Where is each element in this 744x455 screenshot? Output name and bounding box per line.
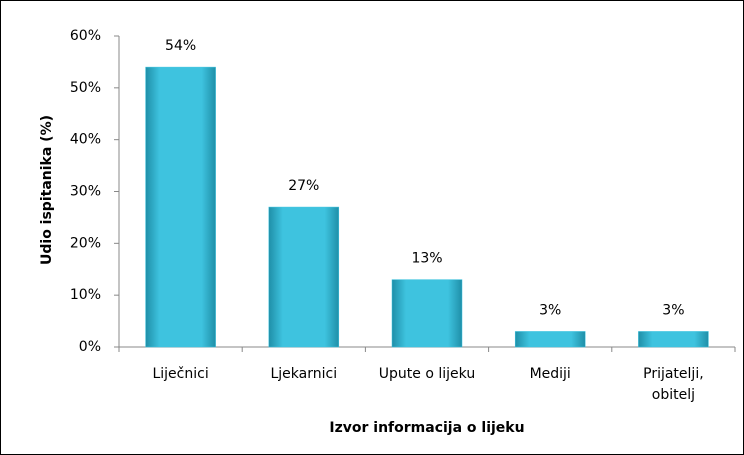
data-label: 54% (165, 38, 196, 54)
x-axis-title: Izvor informacija o lijeku (329, 420, 524, 436)
y-tick-label: 10% (70, 287, 101, 303)
bar (145, 66, 216, 348)
y-tick-label: 0% (79, 339, 101, 355)
bar (638, 331, 709, 348)
bar (268, 206, 340, 348)
x-tick-label: Liječnici (152, 366, 208, 382)
bar (391, 279, 463, 348)
y-tick-label: 20% (70, 235, 101, 251)
x-tick-label: Prijatelji, obitelj (643, 366, 704, 403)
data-label: 13% (411, 251, 442, 267)
bar (514, 331, 586, 348)
y-tick-label: 40% (70, 132, 101, 148)
y-tick-label: 50% (70, 80, 101, 96)
y-tick-label: 60% (70, 28, 101, 44)
data-label: 27% (288, 178, 319, 194)
x-tick-label: Ljekarnici (270, 366, 337, 382)
x-tick-label: Mediji (530, 366, 571, 382)
y-axis-title: Udio ispitanika (%) (39, 115, 55, 265)
x-tick-label: Upute o lijeku (379, 366, 475, 382)
y-tick-label: 30% (70, 184, 101, 200)
data-label: 3% (539, 302, 561, 318)
data-label: 3% (662, 302, 684, 318)
